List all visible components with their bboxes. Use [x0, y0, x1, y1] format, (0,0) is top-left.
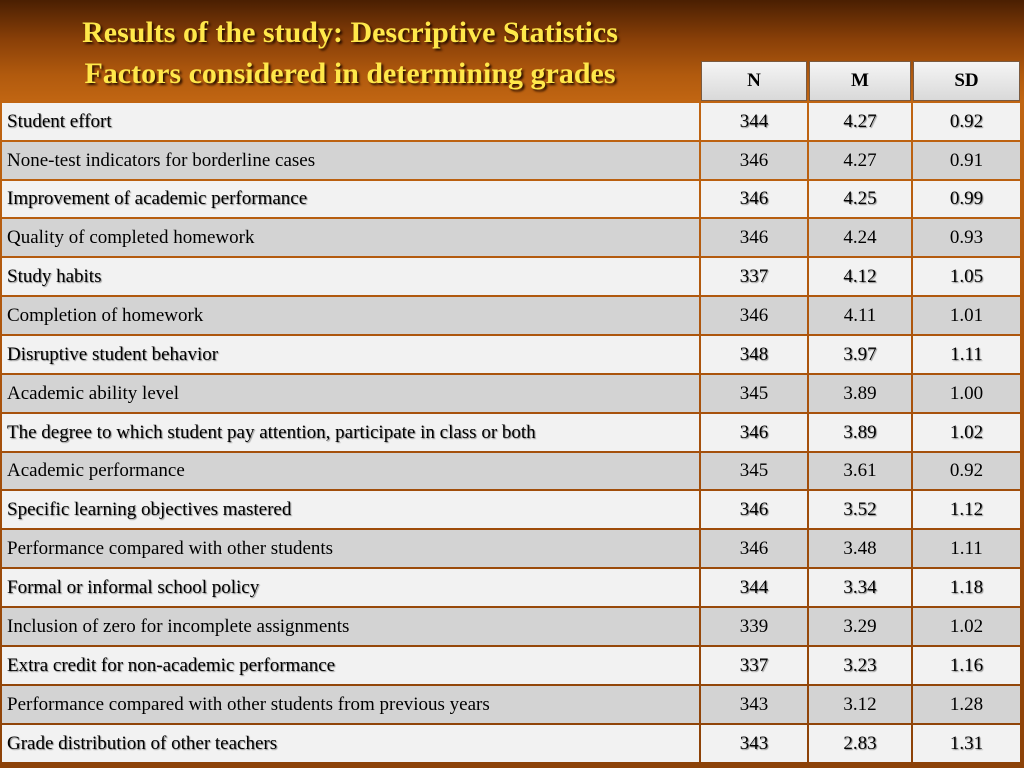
factor-label: Quality of completed homework	[2, 219, 699, 256]
slide-title: Results of the study: Descriptive Statis…	[0, 12, 700, 94]
mean-value: 4.27	[809, 142, 911, 179]
mean-value: 3.97	[809, 336, 911, 373]
mean-value: 4.24	[809, 219, 911, 256]
table-row: Performance compared with other students…	[0, 529, 1024, 568]
factor-label: Student effort	[2, 103, 699, 140]
sd-value: 1.02	[913, 414, 1020, 451]
title-line-1: Results of the study: Descriptive Statis…	[82, 16, 618, 49]
table-row: Completion of homework 346 4.11 1.01	[0, 296, 1024, 335]
table-row: Disruptive student behavior 348 3.97 1.11	[0, 335, 1024, 374]
factor-label: Performance compared with other students	[2, 530, 699, 567]
statistics-table: Student effort 344 4.27 0.92 None-test indic…	[0, 102, 1024, 763]
factor-label: Specific learning objectives mastered	[2, 491, 699, 528]
n-value: 346	[701, 530, 807, 567]
n-value: 346	[701, 297, 807, 334]
table-row: Student effort 344 4.27 0.92	[0, 102, 1024, 141]
factor-label: Completion of homework	[2, 297, 699, 334]
factor-label: Disruptive student behavior	[2, 336, 699, 373]
factor-label: Study habits	[2, 258, 699, 295]
sd-value: 1.16	[913, 647, 1020, 684]
mean-value: 3.48	[809, 530, 911, 567]
table-row: None-test indicators for borderline case…	[0, 141, 1024, 180]
sd-value: 1.02	[913, 608, 1020, 645]
sd-value: 1.18	[913, 569, 1020, 606]
sd-value: 1.01	[913, 297, 1020, 334]
table-row: Extra credit for non-academic performanc…	[0, 646, 1024, 685]
table-row: Academic performance 345 3.61 0.92	[0, 452, 1024, 490]
table-row: Study habits 337 4.12 1.05	[0, 257, 1024, 296]
sd-value: 1.12	[913, 491, 1020, 528]
n-value: 346	[701, 142, 807, 179]
factor-label: Improvement of academic performance	[2, 181, 699, 217]
n-value: 337	[701, 258, 807, 295]
column-header-n: N	[701, 61, 807, 101]
mean-value: 3.52	[809, 491, 911, 528]
mean-value: 4.27	[809, 103, 911, 140]
factor-label: Formal or informal school policy	[2, 569, 699, 606]
n-value: 348	[701, 336, 807, 373]
table-row: Formal or informal school policy 344 3.34 1…	[0, 568, 1024, 607]
mean-value: 4.12	[809, 258, 911, 295]
table-row: Inclusion of zero for incomplete assignm…	[0, 607, 1024, 646]
factor-label: Academic performance	[2, 453, 699, 489]
factor-label: Extra credit for non-academic performanc…	[2, 647, 699, 684]
n-value: 343	[701, 725, 807, 762]
table-row: The degree to which student pay attentio…	[0, 413, 1024, 452]
table-row: Improvement of academic performance 346 4.…	[0, 180, 1024, 218]
mean-value: 3.89	[809, 375, 911, 412]
n-value: 345	[701, 453, 807, 489]
factor-label: The degree to which student pay attentio…	[2, 414, 699, 451]
column-header-m: M	[809, 61, 911, 101]
n-value: 346	[701, 414, 807, 451]
n-value: 346	[701, 181, 807, 217]
title-line-2: Factors considered in determining grades	[84, 57, 616, 90]
sd-value: 1.05	[913, 258, 1020, 295]
mean-value: 3.29	[809, 608, 911, 645]
factor-label: Inclusion of zero for incomplete assignm…	[2, 608, 699, 645]
n-value: 344	[701, 569, 807, 606]
mean-value: 4.11	[809, 297, 911, 334]
sd-value: 0.99	[913, 181, 1020, 217]
sd-value: 1.28	[913, 686, 1020, 723]
factor-label: None-test indicators for borderline case…	[2, 142, 699, 179]
table-row: Academic ability level 345 3.89 1.00	[0, 374, 1024, 413]
sd-value: 1.00	[913, 375, 1020, 412]
sd-value: 1.11	[913, 530, 1020, 567]
mean-value: 3.23	[809, 647, 911, 684]
sd-value: 0.91	[913, 142, 1020, 179]
n-value: 344	[701, 103, 807, 140]
n-value: 337	[701, 647, 807, 684]
mean-value: 4.25	[809, 181, 911, 217]
table-row: Grade distribution of other teachers 343 2…	[0, 724, 1024, 763]
mean-value: 3.89	[809, 414, 911, 451]
mean-value: 3.12	[809, 686, 911, 723]
n-value: 345	[701, 375, 807, 412]
sd-value: 0.93	[913, 219, 1020, 256]
mean-value: 3.34	[809, 569, 911, 606]
n-value: 346	[701, 491, 807, 528]
n-value: 339	[701, 608, 807, 645]
sd-value: 1.11	[913, 336, 1020, 373]
sd-value: 0.92	[913, 453, 1020, 489]
factor-label: Grade distribution of other teachers	[2, 725, 699, 762]
sd-value: 1.31	[913, 725, 1020, 762]
table-row: Specific learning objectives mastered 346…	[0, 490, 1024, 529]
n-value: 346	[701, 219, 807, 256]
table-row: Performance compared with other students…	[0, 685, 1024, 724]
table-row: Quality of completed homework 346 4.24 0.93	[0, 218, 1024, 257]
n-value: 343	[701, 686, 807, 723]
column-header-sd: SD	[913, 61, 1020, 101]
factor-label: Academic ability level	[2, 375, 699, 412]
mean-value: 2.83	[809, 725, 911, 762]
factor-label: Performance compared with other students…	[2, 686, 699, 723]
mean-value: 3.61	[809, 453, 911, 489]
sd-value: 0.92	[913, 103, 1020, 140]
